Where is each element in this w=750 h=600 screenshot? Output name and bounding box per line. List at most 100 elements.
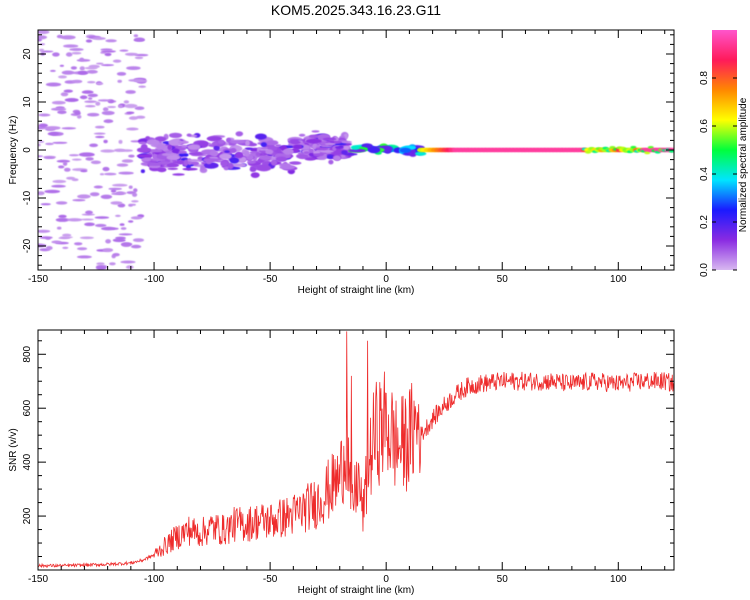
colorbar-gradient [712,30,737,270]
spectrogram-cell [235,151,244,159]
spectrogram-cell [80,169,88,173]
spectrogram-cell [133,34,139,38]
spectrogram-cell [101,110,115,116]
spectrogram-cell [100,194,113,199]
spectrogram-cell [102,248,114,253]
spectrogram-cell [136,147,152,153]
x-tick-label: -100 [144,274,164,285]
spectrogram-cell [315,147,329,151]
spectrogram-cell [206,136,223,141]
spectrogram-cell [367,146,381,154]
spectrogram-cell [322,137,337,141]
snr-y-ticks: 200 400 600 800 [22,340,674,558]
spectrogram-cell [81,213,95,216]
x-tick-label: -150 [28,574,48,585]
spectrogram-cell [134,56,144,60]
spectrogram-cell [328,159,334,165]
colorbar: 0.0 0.2 0.4 0.6 0.8 Normalized spectral ampl… [699,30,749,277]
spectrogram-cell [44,156,56,159]
spectrogram-cell [118,104,123,108]
spectrogram-cell [40,203,51,206]
spectrogram-cell [58,165,65,169]
spectrogram-cell [171,148,181,154]
spectrogram-cell [399,147,411,153]
spectrogram-cell [61,70,75,75]
spectrogram-cell [131,203,136,206]
spectrogram-cell [305,138,322,144]
spectrogram-cell [115,191,124,195]
spectrogram-cell [86,69,98,74]
spectrogram-cell [177,140,189,144]
spectrogram-cell [630,145,637,149]
spectrogram-cell [71,158,82,161]
spectrogram-y-ticks: -20 -10 0 10 20 [22,34,674,266]
spectrogram-cell [275,156,287,162]
spectrogram-cell [38,123,48,128]
spectrogram-cell [95,135,105,139]
spectrogram-cell [84,66,98,70]
spectrogram-cell [223,165,229,171]
spectrogram-cell [45,142,54,146]
spectrogram-cell [49,69,56,72]
spectrogram-cell [335,146,344,149]
spectrogram-cell [138,85,146,88]
spectrogram-cell [58,214,67,219]
spectrogram-cell [313,153,324,157]
spectrogram-cell [415,151,427,156]
spectrogram-cell [69,154,79,157]
spectrogram-cell [244,147,254,151]
spectrogram-cell [172,173,185,176]
spectrogram-cell [101,64,114,67]
y-tick-label: 400 [22,453,33,470]
spectrogram-cell [260,142,267,147]
spectrogram-cell [211,141,218,146]
spectrogram-cell [124,52,138,56]
y-tick-label: 20 [22,48,33,60]
spectrogram-cell [259,155,272,160]
spectrogram-cell [104,52,112,57]
spectrogram-cell [128,79,144,82]
spectrogram-cell [76,114,82,119]
spectrogram-cell [123,100,130,104]
spectrogram-cell [202,158,219,163]
spectrogram-cell [118,233,133,236]
spectrogram-cell [92,37,106,40]
spectrogram-cell [279,164,296,170]
spectrogram-cell [140,169,145,174]
spectrogram-cell [266,140,279,146]
y-tick-label: 0 [22,147,33,153]
spectrogram-cell [38,191,45,196]
spectrogram-cell [119,223,125,226]
x-tick-label: 0 [383,574,389,585]
spectrogram-cell [311,130,320,133]
spectrogram-cell [96,262,105,266]
spectrogram-cell [78,152,95,157]
spectrogram-cell [87,93,99,98]
spectrogram-cell [265,149,274,155]
spectrogram-cell [126,66,141,70]
spectrogram-cell [326,155,334,159]
spectrogram-cell [644,151,651,155]
spectrogram-cell [112,183,128,187]
spectrogram-cell [116,72,127,76]
spectrogram-cell [203,162,219,169]
spectrogram-cell [72,199,86,202]
spectrogram-cell [98,99,111,102]
spectrogram-cell [70,66,77,70]
spectrogram-cell [157,167,167,173]
spectrogram-cell [220,160,229,167]
spectrogram-cell [341,140,352,144]
spectrogram-cell [55,201,68,205]
x-tick-label: 50 [497,274,509,285]
spectrogram-cell [296,153,309,159]
spectrogram-cell [112,253,120,257]
spectrogram-cell [108,187,122,191]
spectrogram-cell [66,218,83,222]
spectrogram-cell [229,157,240,164]
spectrogram-cell [77,247,88,251]
spectrogram-cell [246,160,257,164]
spectrogram-cell [249,166,257,172]
spectrogram-cell [135,115,146,119]
spectrogram-cell [57,110,67,115]
spectrogram-cell [133,188,138,193]
